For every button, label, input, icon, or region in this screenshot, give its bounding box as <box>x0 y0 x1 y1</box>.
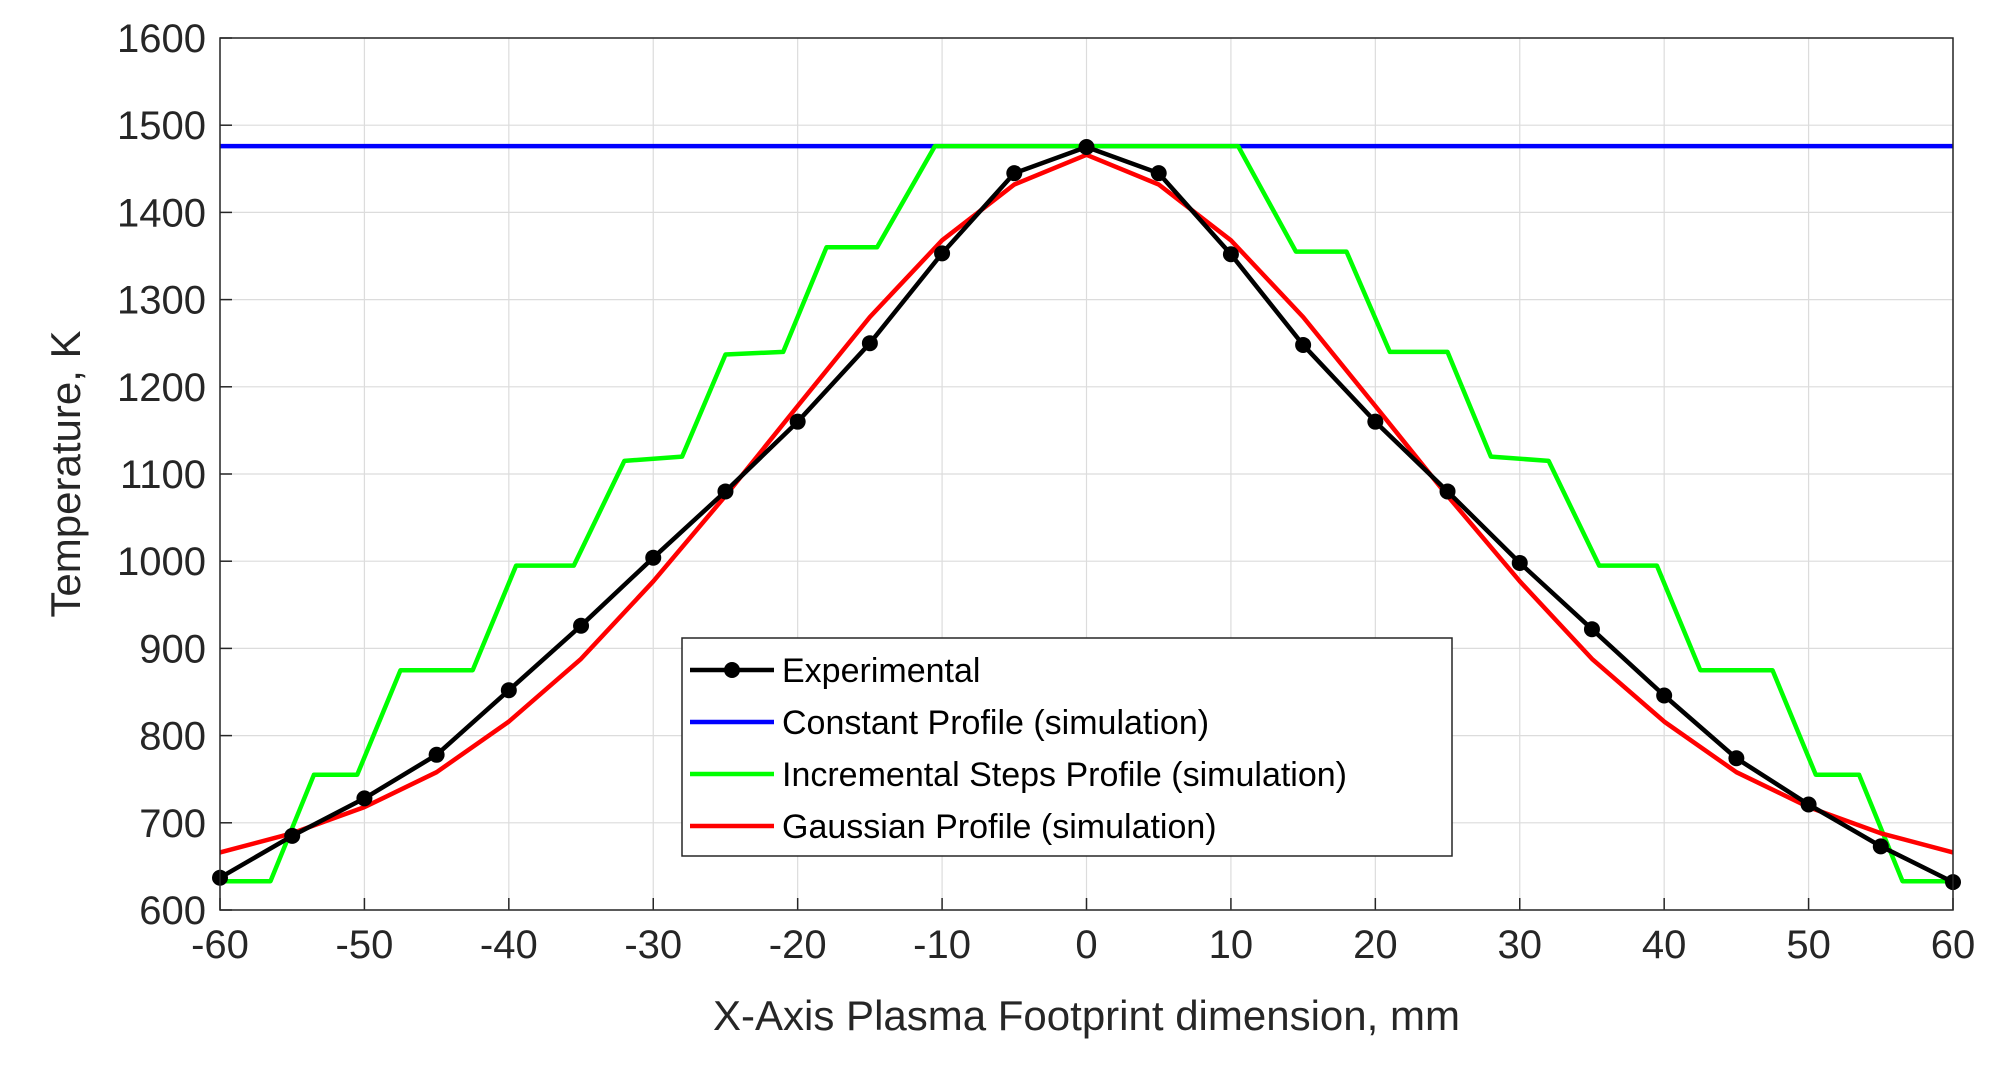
x-tick-label: -60 <box>191 923 249 967</box>
x-tick-label: -20 <box>769 923 827 967</box>
x-tick-label: 10 <box>1209 923 1254 967</box>
y-tick-label: 1200 <box>117 366 206 410</box>
x-axis-label: X-Axis Plasma Footprint dimension, mm <box>713 992 1460 1039</box>
data-point-experimental <box>1222 246 1239 263</box>
data-point-experimental <box>1800 796 1817 813</box>
y-axis-label: Temperature, K <box>42 330 89 617</box>
x-tick-label: 40 <box>1642 923 1687 967</box>
data-point-experimental <box>284 827 301 844</box>
series-layer <box>212 139 1961 891</box>
data-point-experimental <box>1367 413 1384 430</box>
x-tick-label: 30 <box>1498 923 1543 967</box>
data-point-experimental <box>645 549 662 566</box>
x-tick-label: 0 <box>1075 923 1097 967</box>
plot-area-frame <box>219 37 1954 911</box>
y-tick-label: 1400 <box>117 191 206 235</box>
y-tick-label: 1600 <box>117 17 206 61</box>
data-point-experimental <box>356 790 373 807</box>
data-point-experimental <box>573 617 590 634</box>
data-point-experimental <box>717 483 734 500</box>
data-point-experimental <box>1006 165 1023 182</box>
x-tick-label: 50 <box>1786 923 1831 967</box>
y-tick-label: 700 <box>139 802 206 846</box>
y-tick-labels: 600 700 800 900 1000 1100 1200 1300 1400 1500 1600 <box>117 17 206 933</box>
data-point-experimental <box>789 413 806 430</box>
x-tick-label: -10 <box>913 923 971 967</box>
y-tick-label: 900 <box>139 627 206 671</box>
data-point-experimental <box>1656 687 1673 704</box>
data-point-experimental <box>1872 838 1889 855</box>
legend: Experimental Constant Profile (simulation… <box>681 637 1453 857</box>
x-tick-label: 20 <box>1353 923 1398 967</box>
x-tick-label: -30 <box>624 923 682 967</box>
x-tick-label: -40 <box>480 923 538 967</box>
data-point-experimental <box>1439 483 1456 500</box>
data-point-experimental <box>1150 165 1167 182</box>
data-point-experimental <box>1583 621 1600 638</box>
legend-marker-experimental <box>724 662 740 678</box>
data-point-experimental <box>1728 750 1745 767</box>
legend-label-experimental: Experimental <box>782 652 980 690</box>
legend-label-incremental-steps-profile-simulation: Incremental Steps Profile (simulation) <box>782 756 1347 794</box>
y-tick-label: 1100 <box>120 453 206 497</box>
data-point-experimental <box>1511 554 1528 571</box>
x-tick-label: -50 <box>336 923 394 967</box>
x-tick-label: 60 <box>1931 923 1976 967</box>
data-point-experimental <box>1295 336 1312 353</box>
legend-box <box>681 637 1453 857</box>
y-tick-label: 800 <box>139 715 206 759</box>
data-point-experimental <box>500 682 517 699</box>
y-tick-label: 1300 <box>117 279 206 323</box>
y-tick-label: 600 <box>139 889 206 933</box>
x-tick-labels: -60 -50 -40 -30 -20 -10 0 10 20 30 40 50 60 <box>191 923 1975 967</box>
data-point-experimental <box>1078 139 1095 155</box>
y-tick-label: 1500 <box>117 104 206 148</box>
legend-label-gaussian-profile-simulation: Gaussian Profile (simulation) <box>782 808 1217 846</box>
y-tick-label: 1000 <box>117 540 206 584</box>
data-point-experimental <box>861 335 878 352</box>
data-point-experimental <box>428 746 445 763</box>
legend-label-constant-profile-simulation: Constant Profile (simulation) <box>782 704 1209 742</box>
data-point-experimental <box>934 245 951 262</box>
